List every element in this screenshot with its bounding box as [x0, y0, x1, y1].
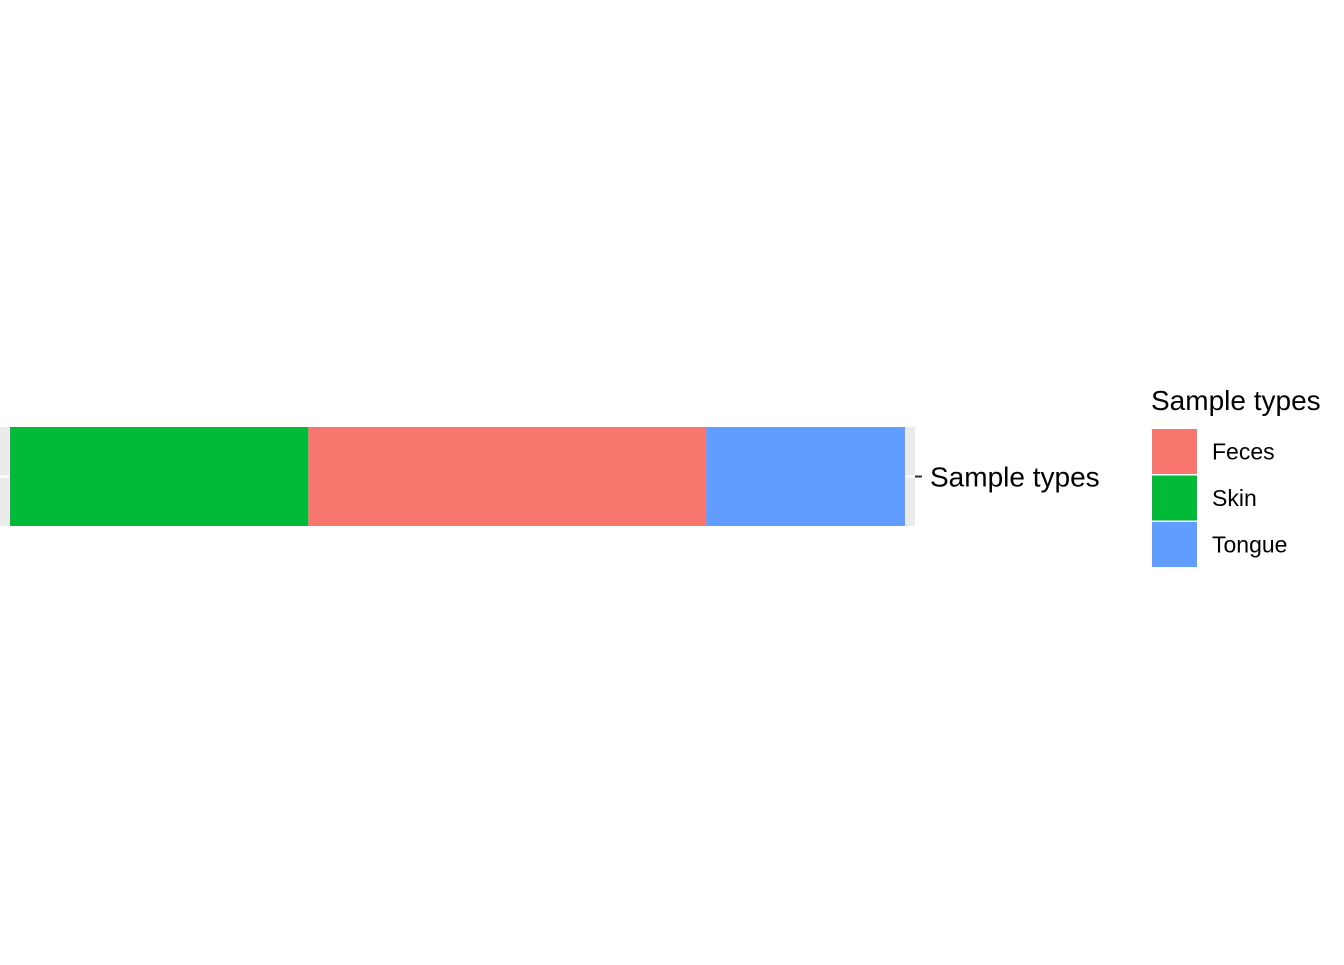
- y-tick-label: Sample types: [930, 462, 1100, 493]
- bar-segment-skin: [10, 427, 309, 526]
- legend-key-feces: [1152, 429, 1197, 474]
- legend-label-skin: Skin: [1212, 485, 1257, 511]
- bar-segments: [10, 427, 905, 526]
- legend: Sample types Feces Skin Tongue: [1151, 385, 1321, 567]
- legend-label-tongue: Tongue: [1212, 532, 1287, 558]
- legend-title: Sample types: [1151, 385, 1321, 416]
- bar-segment-tongue: [706, 427, 905, 526]
- legend-label-feces: Feces: [1212, 439, 1275, 465]
- bar-segment-feces: [308, 427, 707, 526]
- legend-key-tongue: [1152, 522, 1197, 567]
- legend-key-skin: [1152, 475, 1197, 521]
- y-axis: Sample types: [915, 462, 1100, 493]
